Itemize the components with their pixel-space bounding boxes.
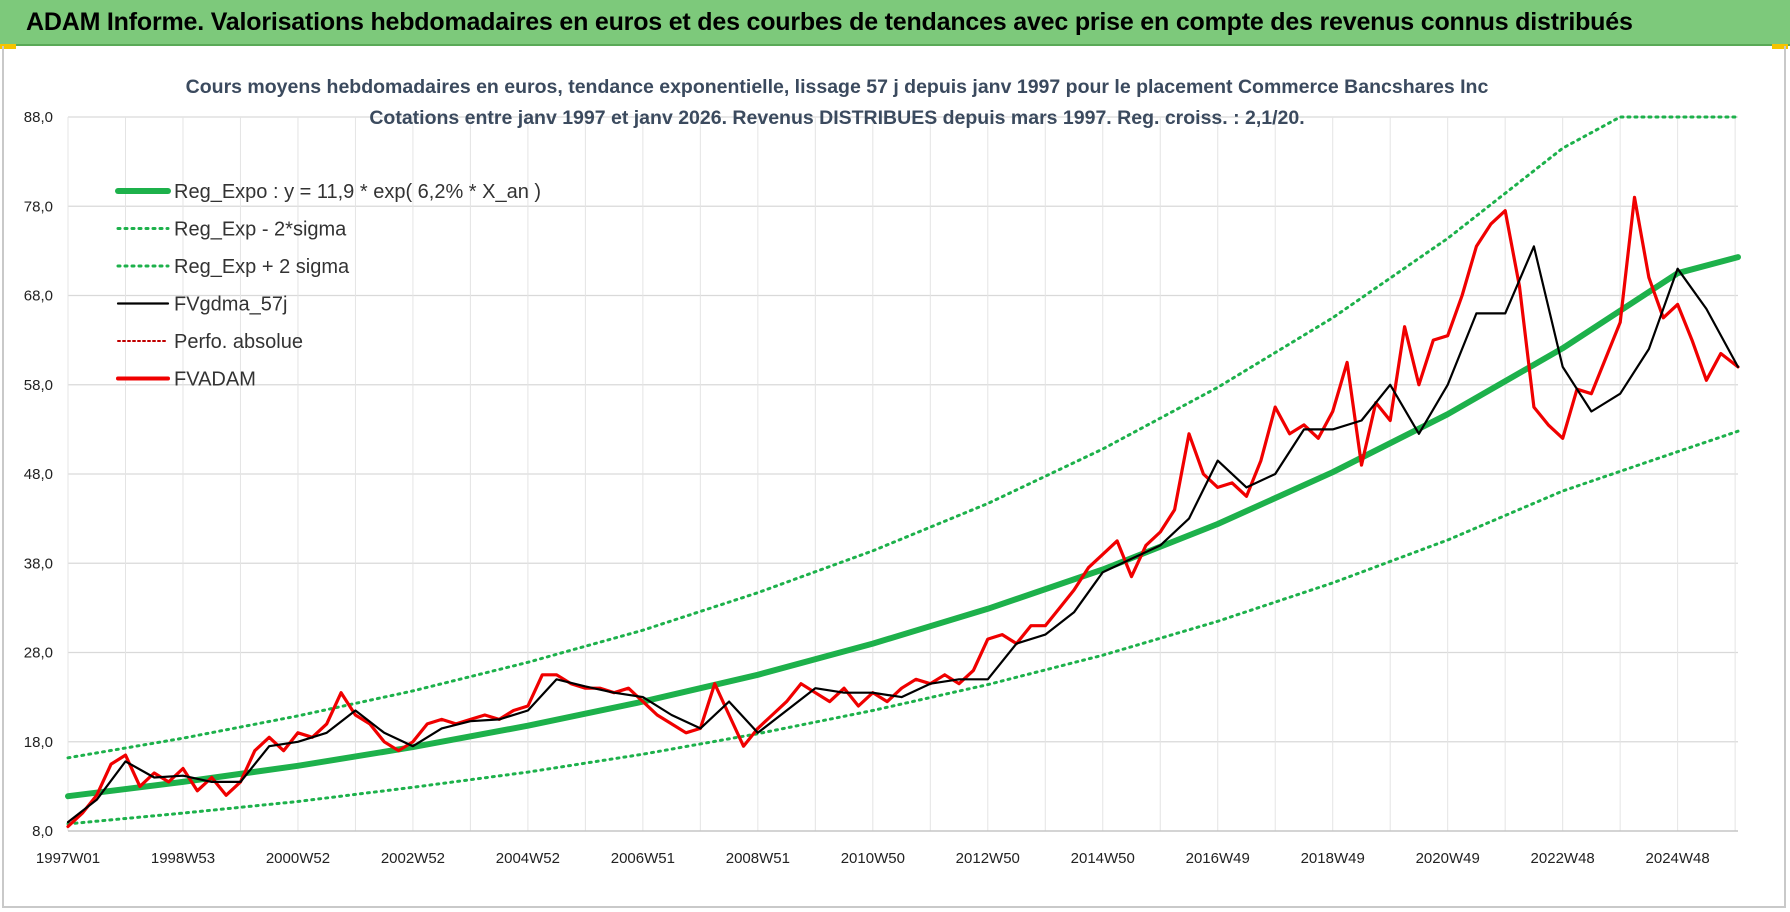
grid: [67, 116, 1738, 832]
x-tick-label: 1997W01: [36, 850, 100, 867]
x-tick-label: 2018W49: [1301, 850, 1365, 867]
x-tick-label: 2014W50: [1071, 850, 1135, 867]
corner-mark: [0, 44, 16, 49]
series-reg-expo: [65, 254, 1741, 800]
y-tick-label: 78,0: [24, 198, 53, 215]
x-tick-label: 2022W48: [1531, 850, 1595, 867]
y-tick-label: 18,0: [24, 734, 53, 751]
y-tick-label: 28,0: [24, 645, 53, 662]
series-fvgdma-57j: [66, 245, 1740, 824]
series-layer: [65, 115, 1741, 829]
x-tick-label: 2012W50: [956, 850, 1020, 867]
legend-label: FVgdma_57j: [174, 294, 287, 316]
x-tick-label: 2000W52: [266, 850, 330, 867]
corner-mark: [1772, 44, 1788, 49]
x-axis: 1997W01 1998W53 2000W52 2002W52 2004W52 2006W…: [36, 830, 1738, 867]
report-title: ADAM Informe. Valorisations hebdomadaire…: [26, 8, 1633, 36]
x-tick-label: 2006W51: [611, 850, 675, 867]
chart-title: Cours moyens hebdomadaires en euros, ten…: [186, 76, 1489, 98]
series-reg-exp-plus-2sigma: [66, 115, 1740, 760]
legend-label: Reg_Exp - 2*sigma: [174, 219, 347, 241]
legend-label: Reg_Expo : y = 11,9 * exp( 6,2% * X_an ): [174, 181, 541, 203]
y-axis: 8,0 18,0 28,0 38,0 48,0 58,0 68,0 78,0 88,0: [24, 109, 53, 840]
x-tick-label: 2008W51: [726, 850, 790, 867]
x-tick-label: 1998W53: [151, 850, 215, 867]
y-tick-label: 68,0: [24, 288, 53, 305]
legend-label: Reg_Exp + 2 sigma: [174, 256, 350, 278]
legend-label: FVADAM: [174, 369, 256, 391]
x-tick-label: 2016W49: [1186, 850, 1250, 867]
legend: Reg_Expo : y = 11,9 * exp( 6,2% * X_an )…: [115, 181, 541, 391]
y-tick-label: 48,0: [24, 466, 53, 483]
chart-frame: [2, 46, 1786, 908]
y-tick-label: 8,0: [32, 823, 53, 840]
x-tick-label: 2010W50: [841, 850, 905, 867]
x-tick-label: 2024W48: [1646, 850, 1710, 867]
series-fvadam: [66, 195, 1740, 829]
x-tick-label: 2020W49: [1416, 850, 1480, 867]
x-tick-label: 2004W52: [496, 850, 560, 867]
report-banner: ADAM Informe. Valorisations hebdomadaire…: [0, 0, 1790, 46]
chart-subtitle: Cotations entre janv 1997 et janv 2026. …: [369, 107, 1304, 129]
x-tick-label: 2002W52: [381, 850, 445, 867]
legend-label: Perfo. absolue: [174, 331, 303, 353]
y-tick-label: 88,0: [24, 109, 53, 126]
y-tick-label: 58,0: [24, 377, 53, 394]
y-tick-label: 38,0: [24, 555, 53, 572]
series-reg-exp-minus-2sigma: [66, 429, 1740, 826]
